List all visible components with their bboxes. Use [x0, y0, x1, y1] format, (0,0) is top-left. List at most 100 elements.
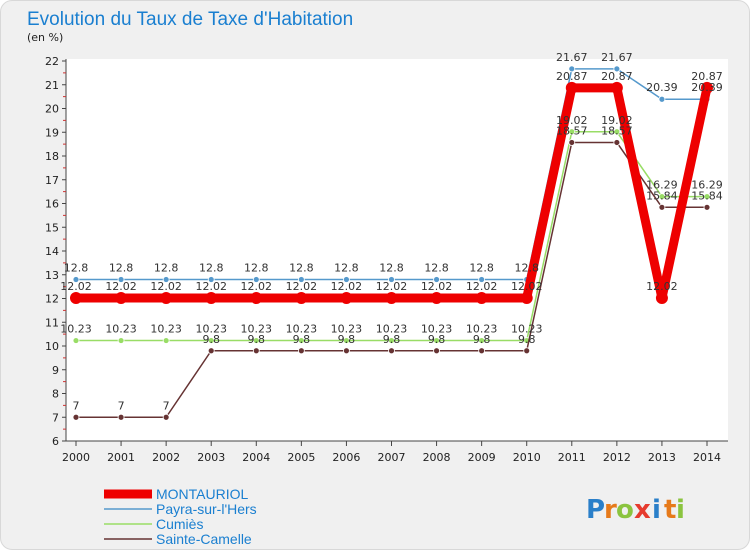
data-label: 12.8	[64, 262, 89, 275]
data-point	[162, 276, 170, 283]
data-label: 10.23	[511, 323, 543, 336]
data-label: 12.02	[421, 280, 453, 293]
series-sainte-camelle	[72, 139, 711, 421]
data-label: 10.23	[195, 323, 227, 336]
data-label: 9.8	[518, 333, 536, 346]
data-point	[703, 203, 711, 211]
data-label: 10.23	[286, 323, 318, 336]
data-point	[72, 276, 80, 283]
series-payra-sur-l-hers	[72, 65, 711, 283]
data-point	[523, 347, 531, 355]
y-tick-label: 7	[52, 411, 59, 424]
data-label: 10.23	[105, 323, 137, 336]
data-point	[162, 413, 170, 421]
data-label: 12.8	[109, 262, 134, 275]
data-point	[388, 337, 395, 344]
y-tick-label: 17	[45, 174, 59, 187]
y-tick-label: 10	[45, 340, 59, 353]
data-point	[252, 347, 260, 355]
y-tick-label: 15	[45, 221, 59, 234]
data-label: 12.8	[379, 262, 404, 275]
data-label: 20.87	[601, 70, 633, 83]
y-tick-label: 9	[52, 364, 59, 377]
data-point	[252, 276, 260, 283]
x-tick-label: 2003	[197, 451, 225, 464]
data-label: 12.02	[646, 280, 678, 293]
data-point	[655, 292, 668, 305]
data-point	[613, 139, 621, 146]
data-point	[565, 81, 578, 94]
data-point	[568, 128, 576, 136]
data-label: 15.84	[646, 189, 678, 202]
x-tick-label: 2008	[423, 451, 451, 464]
data-point	[70, 292, 82, 305]
x-tick-label: 2004	[242, 451, 270, 464]
data-label: 16.29	[646, 179, 678, 192]
logo-letter: t	[664, 495, 676, 525]
y-tick-label: 19	[45, 126, 59, 139]
data-point	[433, 276, 440, 283]
legend-label: MONTAURIOL	[156, 486, 249, 502]
data-label: 20.39	[691, 81, 723, 94]
x-tick-label: 2007	[378, 451, 406, 464]
legend-label: Payra-sur-l'Hers	[156, 501, 257, 517]
data-point	[658, 95, 666, 103]
data-label: 10.23	[150, 323, 182, 336]
data-label: 9.8	[293, 333, 311, 346]
data-label: 20.87	[691, 70, 723, 83]
data-point	[475, 292, 488, 305]
data-label: 9.8	[473, 333, 491, 346]
data-label: 12.8	[154, 262, 179, 275]
data-label: 12.02	[241, 280, 273, 293]
data-point	[117, 413, 125, 421]
data-point	[162, 337, 170, 344]
data-point	[207, 347, 215, 355]
data-label: 20.39	[646, 81, 678, 94]
data-label: 12.8	[289, 262, 314, 275]
data-label: 12.02	[60, 280, 92, 293]
data-point	[520, 292, 533, 305]
y-tick-label: 18	[45, 150, 59, 163]
data-label: 18.57	[556, 124, 588, 137]
data-point	[117, 337, 125, 344]
data-point	[658, 193, 666, 201]
x-tick-label: 2001	[107, 451, 135, 464]
logo-letter: x	[634, 495, 651, 525]
data-point	[568, 65, 576, 73]
data-point	[433, 347, 440, 355]
y-tick-label: 13	[45, 269, 59, 282]
data-label: 7	[118, 399, 125, 412]
data-label: 10.23	[466, 323, 498, 336]
data-point	[610, 81, 623, 94]
series-cumi-s	[72, 128, 711, 344]
data-label: 12.02	[150, 280, 182, 293]
x-tick-label: 2009	[468, 451, 496, 464]
data-label: 12.02	[466, 280, 498, 293]
logo-letter: o	[616, 495, 634, 525]
data-point	[250, 292, 263, 305]
logo-letter: i	[676, 495, 685, 525]
plot-area	[66, 59, 728, 441]
series-montauriol	[70, 81, 713, 305]
y-tick-label: 21	[45, 79, 59, 92]
data-label: 19.02	[556, 114, 588, 127]
y-tick-label: 20	[45, 103, 59, 116]
legend-label: Sainte-Camelle	[156, 531, 252, 547]
data-point	[478, 337, 486, 344]
data-point	[207, 276, 215, 283]
x-tick-label: 2002	[152, 451, 180, 464]
y-tick-label: 11	[45, 316, 59, 329]
data-point	[613, 128, 621, 136]
data-label: 12.8	[424, 262, 449, 275]
data-point	[343, 347, 350, 355]
data-point	[72, 337, 80, 344]
data-point	[252, 337, 260, 344]
data-label: 12.8	[334, 262, 359, 275]
data-label: 12.02	[105, 280, 137, 293]
data-label: 10.23	[60, 323, 92, 336]
data-point	[478, 276, 486, 283]
y-tick-label: 12	[45, 293, 59, 306]
data-label: 9.8	[248, 333, 266, 346]
data-label: 12.02	[376, 280, 408, 293]
